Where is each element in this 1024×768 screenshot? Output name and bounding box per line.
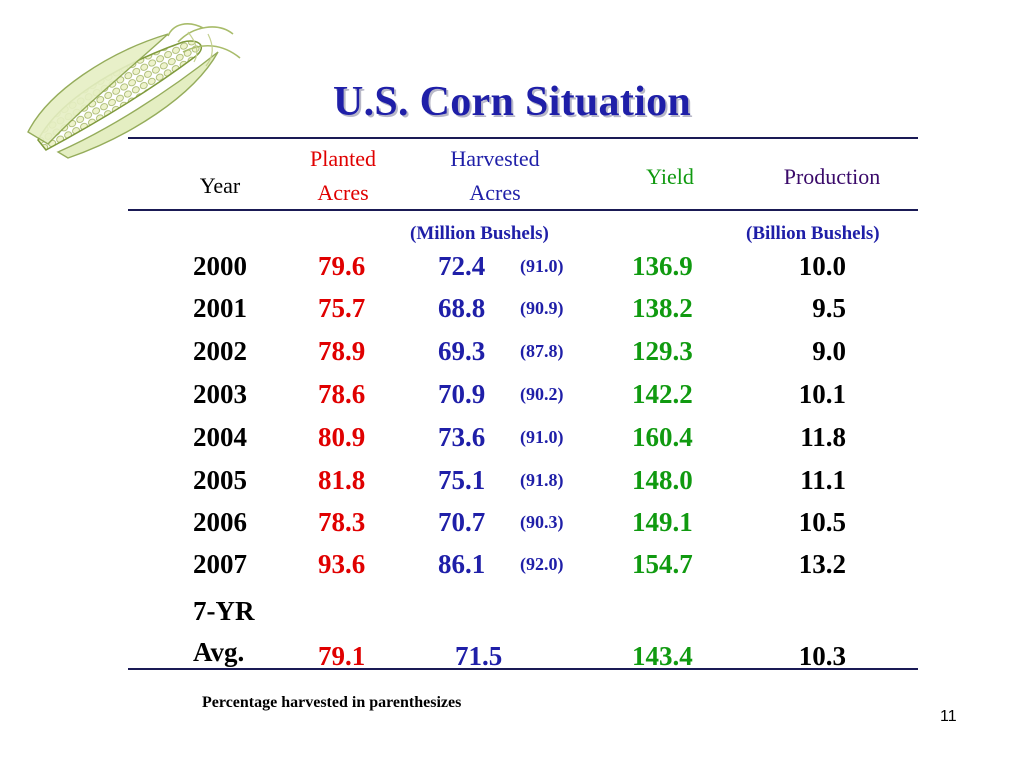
- cell-pct-harvested: (92.0): [520, 554, 564, 574]
- table-row: 2005 81.8 75.1 (91.8) 148.0 11.1: [0, 464, 1024, 496]
- cell-production: 11.1: [800, 465, 846, 495]
- cell-pct-harvested: (87.8): [520, 341, 564, 361]
- cell-yield: 149.1: [632, 507, 693, 537]
- header-planted-line1: Planted: [310, 146, 376, 171]
- header-planted-line2: Acres: [317, 180, 369, 205]
- table-row: 2006 78.3 70.7 (90.3) 149.1 10.5: [0, 506, 1024, 538]
- cell-harvested: 86.1: [438, 549, 486, 579]
- cell-pct-harvested: (91.0): [520, 256, 564, 276]
- cell-yield: 136.9: [632, 251, 693, 281]
- cell-year: 2004: [193, 422, 247, 452]
- header-harvested-line1: Harvested: [450, 146, 540, 171]
- cell-yield: 160.4: [632, 422, 693, 452]
- cell-yield: 142.2: [632, 379, 693, 409]
- cell-year: 2005: [193, 465, 247, 495]
- cell-pct-harvested: (90.2): [520, 384, 564, 404]
- table-row: 2001 75.7 68.8 (90.9) 138.2 9.5: [0, 292, 1024, 324]
- average-production: 10.3: [798, 641, 846, 671]
- cell-year: 2001: [193, 293, 247, 323]
- header-harvested-line2: Acres: [469, 180, 521, 205]
- cell-year: 2007: [193, 549, 247, 579]
- cell-harvested: 75.1: [438, 465, 486, 495]
- cell-pct-harvested: (91.8): [520, 470, 564, 490]
- cell-planted: 93.6: [318, 549, 366, 579]
- cell-year: 2000: [193, 251, 247, 281]
- header-yield: Yield: [646, 164, 694, 189]
- cell-year: 2006: [193, 507, 247, 537]
- header-production: Production: [783, 164, 881, 189]
- footnote: Percentage harvested in parenthesizes: [202, 694, 462, 711]
- table-row: 2002 78.9 69.3 (87.8) 129.3 9.0: [0, 335, 1024, 367]
- table-top-rule: [128, 137, 918, 139]
- cell-planted: 79.6: [318, 251, 366, 281]
- cell-planted: 81.8: [318, 465, 366, 495]
- cell-production: 10.5: [798, 507, 846, 537]
- cell-planted: 78.9: [318, 336, 366, 366]
- cell-yield: 129.3: [632, 336, 693, 366]
- cell-pct-harvested: (90.3): [520, 512, 564, 532]
- cell-yield: 154.7: [632, 549, 693, 579]
- table-bottom-rule: [128, 668, 918, 670]
- cell-planted: 80.9: [318, 422, 366, 452]
- cell-pct-harvested: (90.9): [520, 298, 564, 318]
- average-harvested: 71.5: [455, 641, 503, 671]
- header-year: Year: [199, 173, 241, 198]
- cell-harvested: 68.8: [438, 293, 486, 323]
- cell-production: 9.5: [812, 293, 846, 323]
- page-title: U.S. Corn Situation: [332, 79, 692, 125]
- cell-harvested: 72.4: [438, 251, 486, 281]
- average-planted: 79.1: [318, 641, 366, 671]
- cell-year: 2002: [193, 336, 247, 366]
- cell-pct-harvested: (91.0): [520, 427, 564, 447]
- average-yield: 143.4: [632, 641, 693, 671]
- corn-cob-icon: [27, 23, 241, 159]
- cell-production: 10.0: [798, 251, 846, 281]
- table-row: 2003 78.6 70.9 (90.2) 142.2 10.1: [0, 378, 1024, 410]
- cell-planted: 75.7: [318, 293, 366, 323]
- cell-yield: 148.0: [632, 465, 693, 495]
- cell-planted: 78.6: [318, 379, 366, 409]
- average-label-line1: 7-YR: [193, 596, 255, 626]
- table-row: 2007 93.6 86.1 (92.0) 154.7 13.2: [0, 548, 1024, 580]
- cell-harvested: 70.9: [438, 379, 486, 409]
- table-row: 2004 80.9 73.6 (91.0) 160.4 11.8: [0, 421, 1024, 453]
- average-label-line2: Avg.: [193, 637, 245, 667]
- units-acres: (Million Bushels): [410, 223, 549, 244]
- cell-harvested: 73.6: [438, 422, 486, 452]
- cell-harvested: 70.7: [438, 507, 486, 537]
- header-harvested: Harvested Acres: [420, 142, 570, 210]
- page-number: 11: [940, 708, 957, 725]
- cell-harvested: 69.3: [438, 336, 486, 366]
- header-planted: Planted Acres: [288, 142, 398, 210]
- cell-production: 11.8: [800, 422, 846, 452]
- table-row: 2000 79.6 72.4 (91.0) 136.9 10.0: [0, 250, 1024, 282]
- header-bottom-rule: [128, 209, 918, 211]
- cell-yield: 138.2: [632, 293, 693, 323]
- cell-production: 9.0: [812, 336, 846, 366]
- cell-planted: 78.3: [318, 507, 366, 537]
- cell-production: 10.1: [798, 379, 846, 409]
- cell-production: 13.2: [798, 549, 846, 579]
- units-production: (Billion Bushels): [746, 223, 880, 244]
- cell-year: 2003: [193, 379, 247, 409]
